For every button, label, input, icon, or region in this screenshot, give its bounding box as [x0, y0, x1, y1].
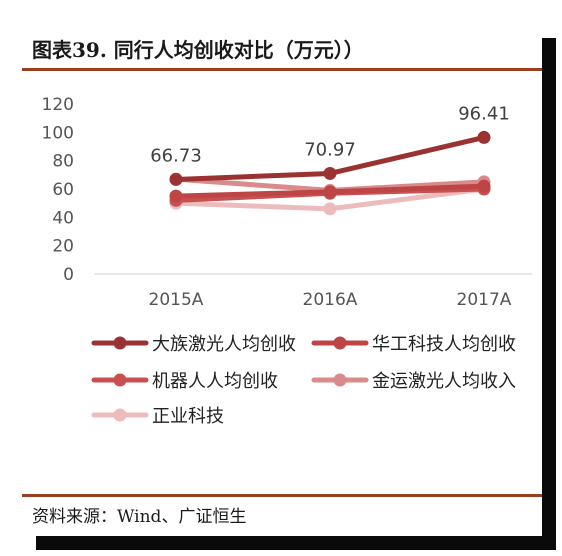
data-label: 70.97: [304, 139, 356, 160]
data-point: [169, 172, 183, 186]
data-point: [169, 189, 183, 203]
y-axis-ticks: 0 20 40 60 80 100 120: [42, 95, 74, 285]
legend-swatch-marker: [333, 373, 347, 387]
legend-swatch-marker: [333, 336, 347, 350]
y-tick-label: 20: [52, 237, 74, 257]
x-tick-label: 2016A: [303, 290, 358, 310]
figure-card: 图表39. 同行人均创收对比（万元）） 0 20 40 60 80 100 120 2015…: [22, 24, 542, 536]
x-axis-ticks: 2015A 2016A 2017A: [149, 290, 512, 310]
data-point: [323, 202, 337, 216]
legend-label: 正业科技: [152, 406, 224, 427]
x-tick-label: 2017A: [457, 290, 512, 310]
legend-swatch-marker: [113, 336, 127, 350]
line-chart: 0 20 40 60 80 100 120 2015A 2016A 2017A 66.73 70.…: [42, 95, 532, 427]
source-note: 资料来源：Wind、广证恒生: [32, 507, 247, 527]
legend-label: 大族激光人均创收: [152, 334, 296, 355]
x-tick-label: 2015A: [149, 290, 204, 310]
legend-swatch-marker: [113, 408, 127, 422]
series-lines: [169, 130, 491, 216]
y-tick-label: 120: [42, 95, 74, 115]
y-tick-label: 100: [42, 123, 74, 143]
legend-label: 机器人人均创收: [152, 371, 278, 392]
title-rule: [22, 68, 542, 71]
data-point: [323, 166, 337, 180]
data-label: 66.73: [150, 145, 202, 166]
data-point: [477, 179, 491, 193]
y-tick-label: 80: [52, 152, 74, 172]
figure-title: 图表39. 同行人均创收对比（万元））: [32, 38, 364, 62]
source-rule: [22, 494, 542, 497]
data-labels: 66.73 70.97 96.41: [150, 103, 510, 166]
data-point: [477, 130, 491, 144]
legend-swatch-marker: [113, 373, 127, 387]
legend-label: 金运激光人均收入: [372, 371, 516, 392]
data-label: 96.41: [458, 103, 510, 124]
legend-label: 华工科技人均创收: [372, 334, 516, 355]
data-point: [323, 185, 337, 199]
y-tick-label: 0: [63, 265, 74, 285]
y-tick-label: 40: [52, 208, 74, 228]
y-tick-label: 60: [52, 180, 74, 200]
